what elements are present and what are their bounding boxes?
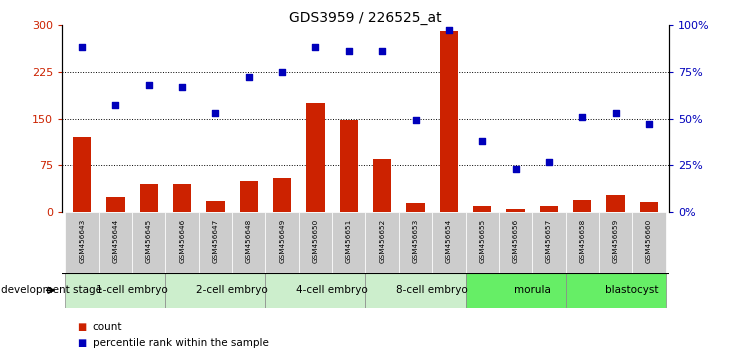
Point (543, 159, 555, 165)
Bar (432, 212, 466, 273)
Point (110, 103, 121, 108)
Bar (473, 206, 491, 212)
Text: GSM456648: GSM456648 (246, 219, 251, 263)
Bar (240, 181, 258, 212)
Text: development stage: development stage (1, 285, 102, 295)
Point (310, 45, 322, 50)
Bar (165, 212, 199, 273)
Point (76, 45, 88, 50)
Bar (66, 212, 99, 273)
Point (176, 84, 188, 90)
Bar (299, 212, 332, 273)
Bar (406, 203, 425, 212)
Bar (399, 212, 432, 273)
Text: GSM456650: GSM456650 (312, 219, 319, 263)
Bar (206, 201, 224, 212)
Bar (265, 212, 299, 273)
Text: blastocyst: blastocyst (605, 285, 659, 295)
Bar (73, 137, 91, 212)
Bar (599, 212, 632, 273)
Point (643, 121, 655, 127)
Text: GDS3959 / 226525_at: GDS3959 / 226525_at (289, 11, 442, 25)
Text: GSM456647: GSM456647 (213, 219, 219, 263)
Text: count: count (93, 322, 122, 332)
Text: 1-cell embryo: 1-cell embryo (96, 285, 168, 295)
Text: GSM456652: GSM456652 (379, 219, 385, 263)
Text: percentile rank within the sample: percentile rank within the sample (93, 338, 269, 348)
Bar (232, 212, 265, 273)
Text: GSM456651: GSM456651 (346, 219, 352, 263)
Text: GSM456649: GSM456649 (279, 219, 285, 263)
Bar (466, 212, 499, 273)
Bar (640, 202, 658, 212)
Text: GSM456644: GSM456644 (113, 219, 118, 263)
Bar (566, 273, 665, 308)
Bar (99, 212, 132, 273)
Bar (632, 212, 665, 273)
Bar (273, 178, 292, 212)
Point (510, 166, 521, 172)
Bar (366, 273, 466, 308)
Text: GSM456654: GSM456654 (446, 219, 452, 263)
Bar (340, 120, 358, 212)
Bar (165, 273, 265, 308)
Text: GSM456655: GSM456655 (480, 219, 485, 263)
Bar (373, 159, 391, 212)
Bar (573, 200, 591, 212)
Bar (306, 103, 325, 212)
Bar (366, 212, 399, 273)
Text: 8-cell embryo: 8-cell embryo (396, 285, 468, 295)
Text: GSM456659: GSM456659 (613, 219, 618, 263)
Text: GSM456646: GSM456646 (179, 219, 185, 263)
Text: ■: ■ (77, 338, 86, 348)
Bar (439, 31, 458, 212)
Bar (499, 212, 532, 273)
Point (143, 82, 155, 88)
Bar (199, 212, 232, 273)
Bar (532, 212, 566, 273)
Bar (507, 209, 525, 212)
Bar (332, 212, 366, 273)
Point (443, 28, 455, 33)
Text: morula: morula (514, 285, 550, 295)
Text: GSM456653: GSM456653 (412, 219, 419, 263)
Point (576, 114, 588, 120)
Bar (106, 197, 125, 212)
Bar (539, 206, 558, 212)
Point (610, 110, 621, 116)
Text: ■: ■ (77, 322, 86, 332)
Bar (173, 184, 192, 212)
Bar (265, 273, 366, 308)
Point (376, 48, 388, 54)
Bar (566, 212, 599, 273)
Text: 2-cell embryo: 2-cell embryo (197, 285, 268, 295)
Text: GSM456656: GSM456656 (512, 219, 518, 263)
Point (210, 110, 221, 116)
Bar (140, 184, 158, 212)
Point (343, 48, 355, 54)
Text: GSM456645: GSM456645 (145, 219, 152, 263)
Bar (132, 212, 165, 273)
Text: GSM456660: GSM456660 (646, 219, 652, 263)
Point (243, 74, 254, 80)
Text: GSM456643: GSM456643 (79, 219, 85, 263)
Point (276, 69, 288, 74)
Point (409, 118, 421, 123)
Bar (466, 273, 566, 308)
Text: 4-cell embryo: 4-cell embryo (296, 285, 368, 295)
Bar (606, 195, 625, 212)
Bar (66, 273, 165, 308)
Text: GSM456657: GSM456657 (546, 219, 552, 263)
Text: GSM456658: GSM456658 (579, 219, 586, 263)
Point (477, 138, 488, 144)
